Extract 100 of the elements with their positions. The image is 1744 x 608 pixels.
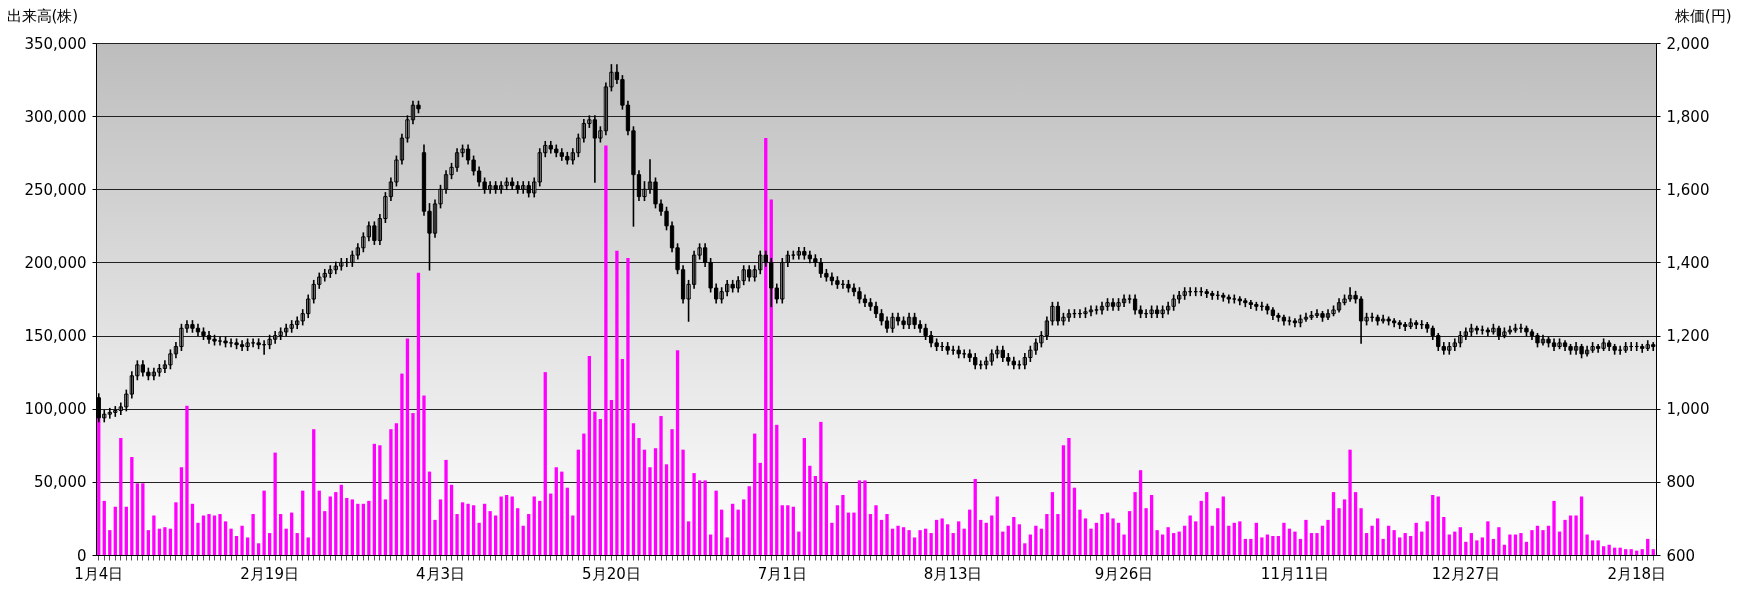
- bar: [857, 480, 862, 555]
- y2-axis-title: 株価(円): [1673, 6, 1732, 25]
- bar: [1442, 516, 1446, 555]
- bar: [1486, 521, 1490, 555]
- bar: [615, 250, 619, 555]
- bar: [1034, 525, 1038, 555]
- bar: [273, 452, 277, 555]
- bar: [323, 511, 327, 555]
- bar: [973, 478, 977, 555]
- bar: [460, 502, 465, 555]
- bar: [686, 521, 691, 555]
- bar: [912, 537, 917, 555]
- bar: [984, 522, 988, 555]
- bar: [1574, 515, 1578, 555]
- bar: [499, 496, 503, 555]
- bar: [885, 514, 889, 555]
- bar: [141, 483, 145, 555]
- bar: [1359, 508, 1363, 555]
- bar: [1364, 533, 1369, 555]
- bar: [940, 518, 944, 555]
- bar: [1353, 492, 1358, 555]
- y-axis-title: 出来高(株): [6, 6, 79, 25]
- bar: [521, 525, 525, 555]
- bar: [174, 502, 178, 555]
- bar: [1100, 514, 1104, 555]
- bar: [863, 480, 867, 555]
- bar: [692, 473, 696, 555]
- bar: [510, 496, 514, 555]
- bar: [163, 527, 167, 555]
- bar: [416, 272, 421, 555]
- bar: [179, 467, 184, 555]
- bar: [455, 514, 459, 555]
- bar: [1414, 522, 1418, 555]
- bar: [957, 521, 961, 555]
- bar: [664, 464, 669, 555]
- bar: [1287, 528, 1292, 555]
- bar: [102, 500, 106, 555]
- bar: [609, 399, 614, 555]
- bar: [157, 528, 162, 555]
- x-tick-label: 9月26日: [1094, 564, 1154, 583]
- bar: [196, 522, 200, 555]
- y2-tick-label: 800: [1666, 473, 1696, 492]
- bar: [1078, 509, 1082, 555]
- bar: [466, 503, 470, 555]
- bar: [1227, 525, 1231, 555]
- bar: [1138, 470, 1143, 555]
- x-tick-label: 4月3日: [415, 564, 466, 583]
- bar: [890, 528, 895, 555]
- bar: [1497, 527, 1501, 555]
- bar: [1585, 534, 1589, 555]
- bar: [835, 505, 840, 555]
- bar: [797, 531, 801, 555]
- bar: [1194, 521, 1198, 555]
- bar: [565, 487, 569, 555]
- bar: [290, 512, 294, 555]
- bar: [1535, 525, 1540, 555]
- bar: [400, 373, 404, 555]
- bar: [262, 490, 266, 555]
- bar: [1166, 527, 1170, 555]
- bar: [962, 528, 966, 555]
- bar: [1006, 525, 1010, 555]
- bar: [1133, 492, 1137, 555]
- bar: [1023, 543, 1027, 555]
- bar: [1469, 533, 1473, 555]
- y2-tick-label: 1,600: [1666, 180, 1710, 199]
- bar: [1083, 518, 1088, 555]
- bar: [879, 519, 884, 555]
- bar: [234, 535, 239, 555]
- bar: [852, 512, 856, 555]
- y2-tick-label: 2,000: [1666, 34, 1710, 53]
- bar: [1491, 538, 1496, 555]
- bar: [411, 413, 415, 555]
- bar: [482, 503, 487, 555]
- bar: [317, 490, 321, 555]
- bar: [1061, 445, 1066, 555]
- bar: [1601, 546, 1606, 555]
- bar: [846, 512, 851, 555]
- bar: [477, 522, 481, 555]
- bar: [802, 437, 806, 555]
- bar: [742, 499, 746, 555]
- bar: [135, 483, 139, 555]
- bar: [1232, 522, 1236, 555]
- bar: [1640, 549, 1644, 555]
- bar: [1116, 522, 1121, 555]
- bar: [1646, 538, 1650, 555]
- bar: [543, 372, 547, 555]
- bar: [444, 459, 448, 555]
- bar: [312, 429, 316, 555]
- bar: [901, 527, 906, 555]
- bar: [642, 449, 647, 555]
- x-tick-label: 12月27日: [1431, 564, 1500, 583]
- bar: [1045, 514, 1049, 555]
- bar: [1221, 496, 1225, 555]
- bar: [1403, 533, 1407, 555]
- bar: [1067, 437, 1071, 555]
- bar: [1304, 519, 1308, 555]
- bar: [582, 433, 586, 555]
- bar: [659, 416, 663, 555]
- bar: [764, 138, 768, 555]
- bar: [1172, 533, 1176, 555]
